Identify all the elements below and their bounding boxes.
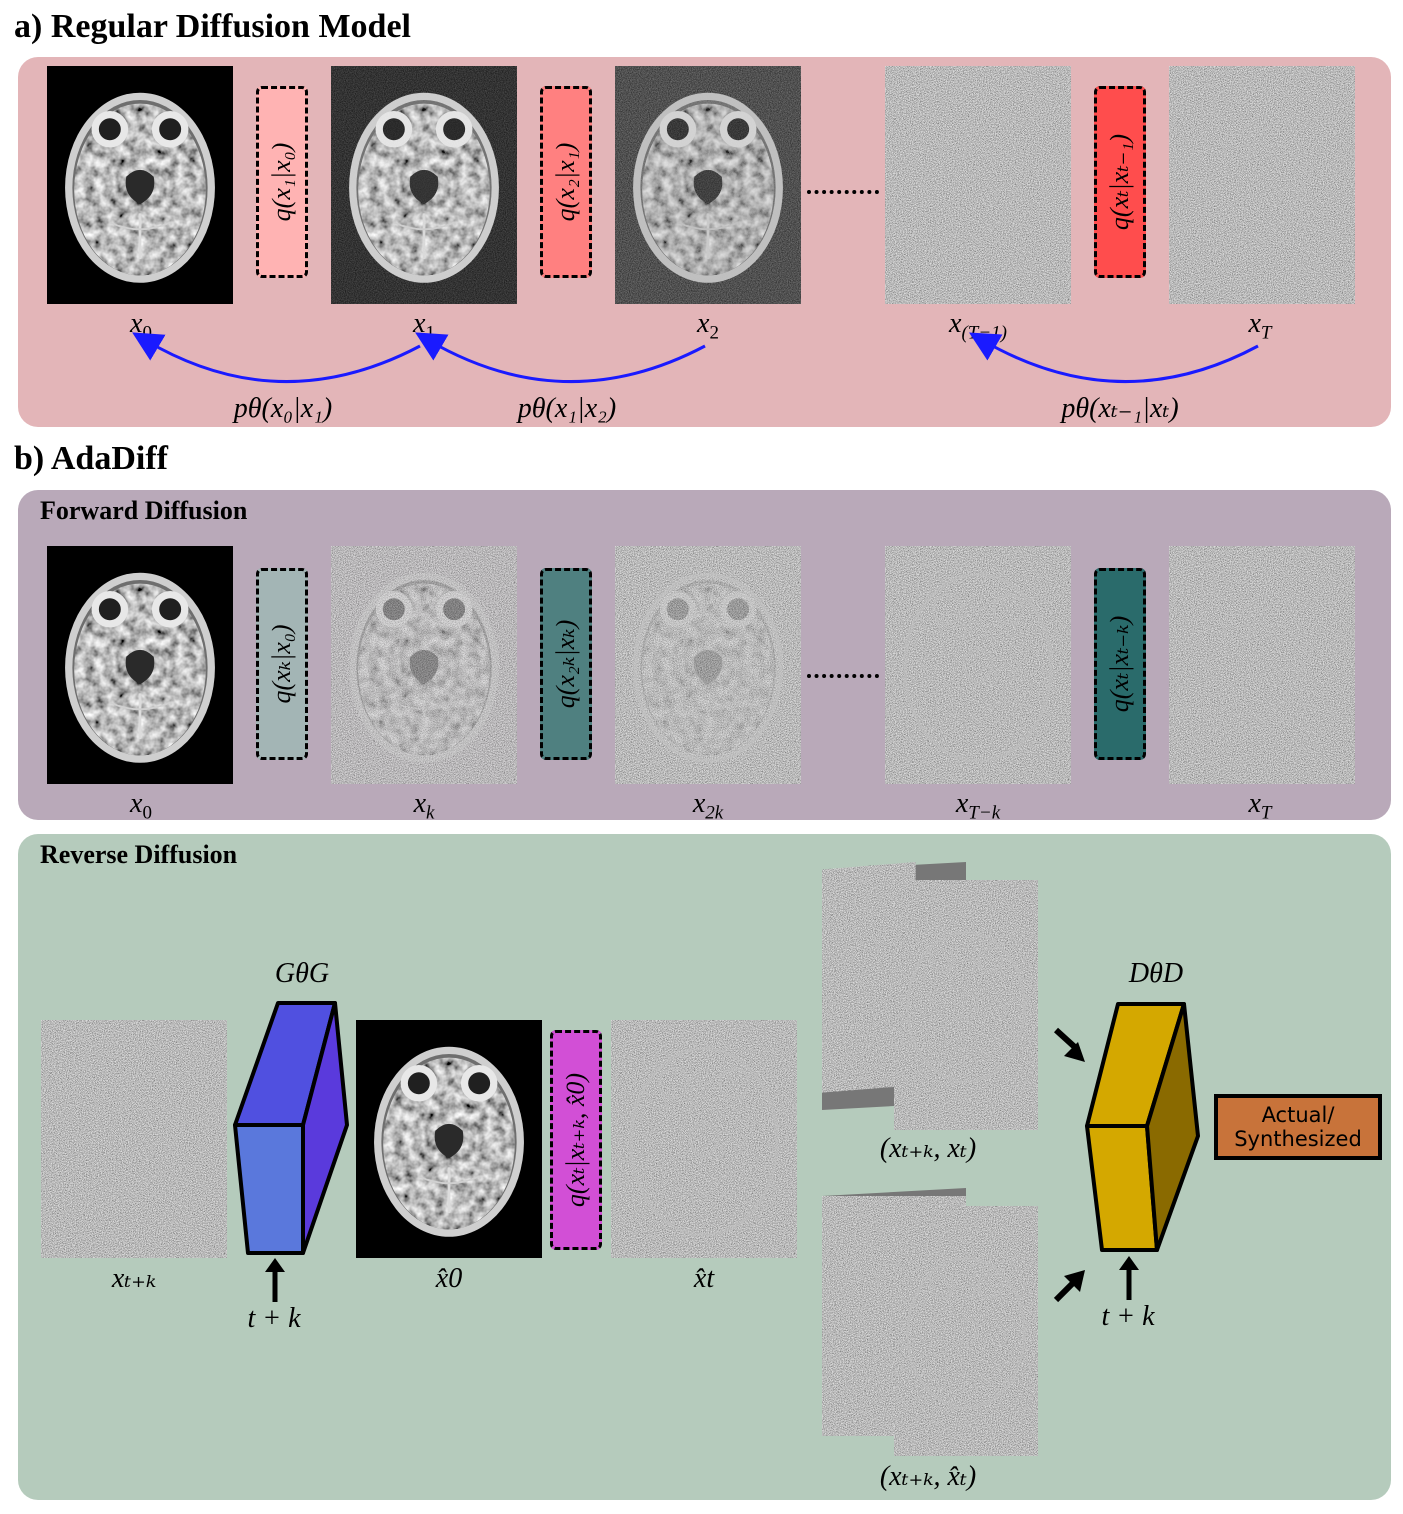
label-var: x	[697, 308, 710, 339]
fwd-label-xk: xk	[414, 790, 435, 823]
q-box-xT-xT-k: q(xₜ|xₜ₋ₖ)	[1094, 568, 1146, 760]
label-var: x	[692, 788, 706, 819]
generator-label: GθG	[274, 958, 330, 989]
image-x2	[615, 66, 801, 304]
label-input-xt-k: xₜ₊ₖ	[111, 1263, 157, 1294]
output-actual-synthesized: Actual/ Synthesized	[1214, 1094, 1382, 1160]
label-var: x	[413, 788, 426, 819]
q-box-xk-x0: q(xₖ|x₀)	[256, 568, 308, 760]
pair1-images	[822, 862, 1038, 1130]
image-fwd-xk	[331, 546, 517, 784]
fwd-label-xT-k: xT−k	[956, 790, 1000, 823]
reverse-diffusion-title: Reverse Diffusion	[40, 840, 238, 869]
image-fwd-x0	[47, 546, 233, 784]
q-box-posterior: q(xₜ|xₜ₊ₖ, x̂0)	[550, 1030, 602, 1250]
label-var: x	[130, 788, 143, 819]
q-box-x2k-xk: q(x₂ₖ|xₖ)	[540, 568, 592, 760]
q-box-text: q(x₂ₖ|xₖ)	[551, 619, 580, 709]
reverse-arrows	[132, 332, 1259, 383]
image-fwd-xT-k	[885, 546, 1071, 784]
label-sub: k	[426, 802, 435, 824]
reverse-arrow-x1-x0	[132, 332, 421, 383]
q-box-text: q(xₜ|xₜ₋ₖ)	[1105, 615, 1134, 713]
label-var: x	[413, 308, 426, 339]
label-x0-hat: x̂0	[435, 1263, 463, 1294]
output-line-1: Actual/	[1261, 1102, 1335, 1127]
discriminator-time-label: t + k	[1101, 1301, 1155, 1332]
label-sub: T	[1260, 322, 1272, 344]
reverse-label-0: pθ(x₀|x₁)	[233, 393, 333, 424]
image-input-xt-k	[41, 1020, 227, 1258]
generator-block	[233, 1001, 349, 1255]
label-sub: 2	[709, 322, 719, 344]
label-xT: xT	[1248, 310, 1271, 343]
reverse-arrow-xT-xT-1	[969, 332, 1259, 383]
image-fwd-x2k	[615, 546, 801, 784]
reverse-arrow-x2-x1	[415, 332, 706, 383]
image-fwd-xT	[1169, 546, 1355, 784]
generator-time-arrow	[265, 1258, 285, 1302]
image-x0	[47, 66, 233, 304]
label-xt-hat: x̂t	[693, 1263, 715, 1294]
q-box-text: q(xₜ|xₜ₊ₖ, x̂0)	[561, 1072, 590, 1208]
discriminator-time-arrow	[1119, 1256, 1139, 1300]
image-x-t-minus-1	[885, 66, 1071, 304]
image-xT	[1169, 66, 1355, 304]
label-sub: 2k	[705, 802, 724, 824]
output-line-2: Synthesized	[1234, 1127, 1362, 1151]
q-box-xt-xt-1: q(xₜ|xₜ₋₁)	[1094, 86, 1146, 278]
label-x2: x2	[697, 310, 719, 343]
discriminator-block	[1085, 1002, 1200, 1252]
fwd-label-xT: xT	[1248, 790, 1271, 823]
label-var: x	[130, 308, 143, 339]
image-x1	[331, 66, 517, 304]
label-sub: T−k	[968, 802, 1001, 824]
reverse-label-2: pθ(xₜ₋₁|xₜ)	[1061, 393, 1179, 424]
q-box-x1-x0: q(x₁|x₀)	[256, 86, 308, 278]
label-var: x	[1248, 788, 1261, 819]
reverse-label-1: pθ(x₁|x₂)	[517, 393, 617, 424]
image-x0-hat	[356, 1020, 542, 1258]
discriminator-label: DθD	[1128, 958, 1184, 989]
section-a-title: a) Regular Diffusion Model	[14, 8, 411, 45]
pair1-label: (xₜ₊ₖ, xₜ)	[879, 1133, 977, 1164]
fwd-label-x0: x0	[130, 790, 152, 823]
image-xt-hat	[611, 1020, 797, 1258]
pair2-images	[822, 1188, 1038, 1456]
label-sub: 0	[142, 802, 152, 824]
pair2-label: (xₜ₊ₖ, x̂ₜ)	[879, 1461, 977, 1492]
ellipsis-dots	[807, 190, 879, 194]
forward-diffusion-title: Forward Diffusion	[40, 496, 248, 525]
label-sub: T	[1260, 802, 1272, 824]
fwd-label-x2k: x2k	[693, 790, 723, 823]
section-b-title: b) AdaDiff	[14, 440, 168, 477]
label-var: x	[1248, 308, 1261, 339]
label-var: x	[955, 788, 969, 819]
q-box-x2-x1: q(x₂|x₁)	[540, 86, 592, 278]
label-var: x	[949, 308, 962, 339]
generator-time-label: t + k	[247, 1303, 301, 1334]
q-box-text: q(xₖ|x₀)	[267, 624, 296, 704]
ellipsis-dots	[807, 674, 879, 678]
